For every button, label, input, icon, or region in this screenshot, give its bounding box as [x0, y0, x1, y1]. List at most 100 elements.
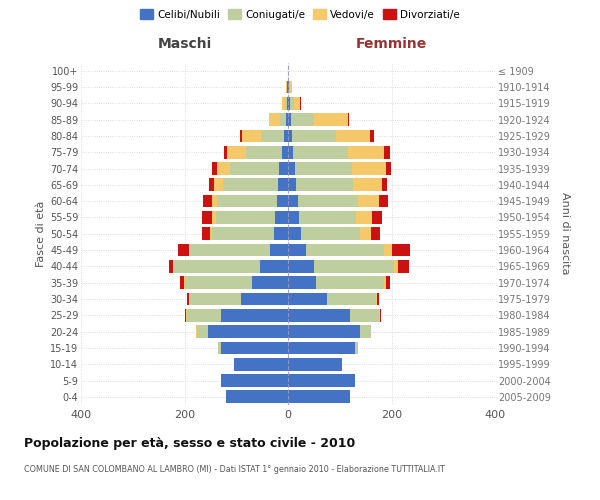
Bar — [245, 146, 282, 158]
Bar — [384, 276, 386, 289]
Bar — [208, 325, 288, 338]
Bar — [221, 374, 288, 387]
Bar — [217, 195, 277, 207]
Bar — [293, 146, 347, 158]
Bar — [221, 342, 288, 354]
Bar — [212, 162, 217, 175]
Bar — [190, 244, 270, 256]
Bar — [355, 342, 358, 354]
Bar — [361, 325, 371, 338]
Bar — [379, 309, 380, 322]
Bar — [230, 162, 278, 175]
Bar — [288, 292, 327, 306]
Bar — [270, 244, 288, 256]
Bar — [299, 211, 356, 224]
Y-axis label: Anni di nascita: Anni di nascita — [560, 192, 570, 275]
Bar — [394, 260, 398, 272]
Bar — [185, 309, 186, 322]
Bar — [242, 130, 260, 142]
Bar — [221, 309, 288, 322]
Bar — [286, 80, 287, 94]
Bar — [278, 178, 288, 191]
Bar — [398, 260, 409, 272]
Text: Popolazione per età, sesso e stato civile - 2010: Popolazione per età, sesso e stato civil… — [24, 438, 355, 450]
Bar — [188, 244, 190, 256]
Bar — [178, 244, 188, 256]
Bar — [173, 260, 174, 272]
Bar — [295, 162, 352, 175]
Bar — [288, 162, 295, 175]
Bar — [224, 146, 227, 158]
Bar — [288, 97, 290, 110]
Bar — [277, 195, 288, 207]
Bar — [288, 374, 355, 387]
Bar — [371, 228, 380, 240]
Text: Femmine: Femmine — [356, 36, 427, 51]
Bar — [240, 130, 242, 142]
Bar — [352, 162, 386, 175]
Bar — [288, 80, 289, 94]
Bar — [169, 260, 173, 272]
Bar — [288, 178, 296, 191]
Bar — [226, 390, 288, 403]
Bar — [356, 211, 372, 224]
Bar — [212, 228, 274, 240]
Bar — [280, 113, 286, 126]
Bar — [185, 276, 252, 289]
Bar — [287, 97, 288, 110]
Bar — [294, 97, 301, 110]
Bar — [316, 276, 384, 289]
Bar — [275, 211, 288, 224]
Bar — [301, 228, 361, 240]
Bar — [289, 80, 290, 94]
Bar — [386, 162, 391, 175]
Bar — [209, 178, 214, 191]
Bar — [288, 211, 299, 224]
Bar — [174, 260, 260, 272]
Bar — [212, 211, 215, 224]
Bar — [306, 244, 384, 256]
Bar — [372, 211, 382, 224]
Bar — [361, 228, 371, 240]
Bar — [288, 244, 306, 256]
Bar — [314, 260, 394, 272]
Bar — [241, 292, 288, 306]
Bar — [288, 113, 290, 126]
Bar — [202, 211, 212, 224]
Bar — [392, 244, 410, 256]
Bar — [215, 211, 275, 224]
Bar — [196, 325, 197, 338]
Bar — [288, 390, 350, 403]
Bar — [223, 178, 278, 191]
Bar — [260, 130, 284, 142]
Bar — [382, 178, 387, 191]
Bar — [187, 309, 221, 322]
Bar — [190, 292, 241, 306]
Bar — [278, 162, 288, 175]
Bar — [217, 162, 230, 175]
Bar — [298, 195, 358, 207]
Bar — [202, 228, 211, 240]
Bar — [252, 276, 288, 289]
Bar — [218, 342, 221, 354]
Bar — [347, 113, 349, 126]
Bar — [187, 292, 189, 306]
Bar — [347, 146, 384, 158]
Bar — [377, 292, 379, 306]
Bar — [288, 309, 350, 322]
Text: COMUNE DI SAN COLOMBANO AL LAMBRO (MI) - Dati ISTAT 1° gennaio 2010 - Elaborazio: COMUNE DI SAN COLOMBANO AL LAMBRO (MI) -… — [24, 465, 445, 474]
Bar — [214, 178, 223, 191]
Bar — [186, 309, 187, 322]
Bar — [358, 195, 379, 207]
Bar — [386, 276, 390, 289]
Bar — [288, 325, 361, 338]
Bar — [233, 358, 288, 370]
Bar — [327, 292, 376, 306]
Bar — [269, 113, 280, 126]
Bar — [283, 97, 285, 110]
Bar — [260, 260, 288, 272]
Bar — [288, 276, 316, 289]
Bar — [211, 228, 212, 240]
Y-axis label: Fasce di età: Fasce di età — [35, 200, 46, 267]
Bar — [212, 195, 217, 207]
